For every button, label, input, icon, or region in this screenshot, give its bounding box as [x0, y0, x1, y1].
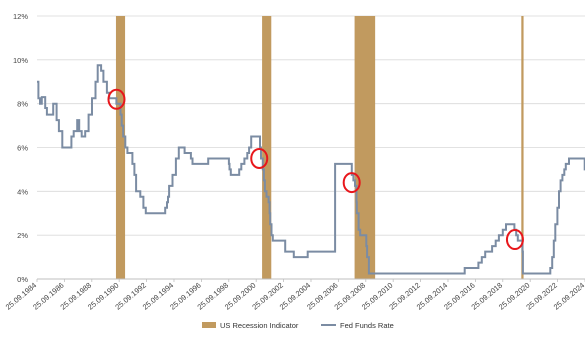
series-lines [37, 64, 585, 275]
x-tick-labels: 25.09.198425.09.198625.09.198825.09.1990… [4, 279, 585, 312]
legend-label-fed-funds: Fed Funds Rate [340, 321, 394, 330]
series-line-fed-funds-rate [37, 64, 585, 275]
legend-label-recession: US Recession Indicator [220, 321, 299, 330]
highlight-circles [107, 88, 524, 251]
legend-swatch-recession [202, 322, 216, 328]
highlight-circle [107, 88, 126, 110]
y-tick-label: 4% [17, 187, 28, 196]
recession-band [521, 16, 524, 279]
recession-band [354, 16, 376, 279]
recession-bands [115, 16, 524, 279]
y-tick-label: 2% [17, 231, 28, 240]
highlight-circle [342, 172, 361, 194]
y-tick-label: 8% [17, 100, 28, 109]
y-tick-label: 10% [13, 56, 28, 65]
legend: US Recession Indicator Fed Funds Rate [202, 321, 394, 330]
y-tick-label: 0% [17, 275, 28, 284]
highlight-circle [250, 147, 269, 169]
y-tick-label: 12% [13, 12, 28, 21]
highlight-circle [505, 229, 524, 251]
recession-band [262, 16, 272, 279]
y-tick-label: 6% [17, 144, 28, 153]
y-tick-labels: 0% 2% 4% 6% 8% 10% 12% [13, 12, 28, 284]
recession-band [115, 16, 126, 279]
